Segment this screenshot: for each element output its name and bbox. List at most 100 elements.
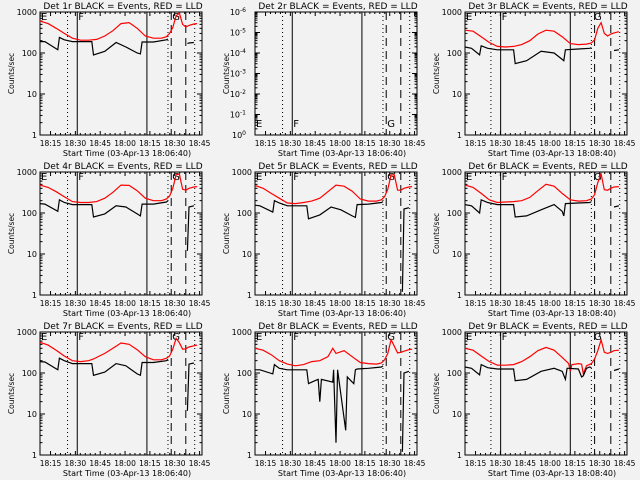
marker-e: E <box>41 172 47 183</box>
x-axis-label: Start Time (03-Apr-13 18:06:40) <box>278 469 406 478</box>
x-tick-label: 18:45 <box>404 459 426 468</box>
x-tick-label: 18:15 <box>139 459 161 468</box>
y-tick-exponent: -4 <box>240 48 246 55</box>
x-tick-label: 18:15 <box>40 459 62 468</box>
x-axis-label: Start Time (03-Apr-13 18:06:40) <box>63 469 191 478</box>
y-tick-label: 1 <box>32 131 37 140</box>
y-tick-exponent: -6 <box>240 7 246 14</box>
x-tick-label: 18:45 <box>514 139 536 148</box>
panel-det-4: Det 4r BLACK = Events, RED = LLD 1 10 100 10… <box>7 162 211 318</box>
y-tick-label: 1 <box>457 291 462 300</box>
y-tick-label: 10 <box>452 90 462 99</box>
y-tick-exponent: 0 <box>242 130 246 137</box>
y-axis-label: Counts/sec <box>432 213 441 254</box>
x-tick-label: 18:15 <box>564 459 586 468</box>
y-tick-label: 10 <box>242 410 252 419</box>
y-tick-label: 1 <box>457 131 462 140</box>
x-tick-label: 18:15 <box>255 459 277 468</box>
x-tick-label: 18:15 <box>255 299 277 308</box>
panel-det-5: Det 5r BLACK = Events, RED = LLD 1 10 100 10… <box>222 162 426 318</box>
x-tick-label: 18:15 <box>354 459 376 468</box>
plot-frame <box>254 171 418 296</box>
marker-f: F <box>293 332 299 343</box>
x-tick-label: 18:45 <box>89 139 111 148</box>
plot-frame <box>464 11 628 136</box>
x-tick-label: 18:30 <box>379 299 401 308</box>
y-axis-label: Counts/sec <box>222 213 231 254</box>
y-axis-label: Counts/sec <box>432 53 441 94</box>
x-tick-label: 18:30 <box>379 459 401 468</box>
y-axis-label: Counts/sec <box>7 373 16 414</box>
y-tick-label: 1000 <box>442 8 462 17</box>
x-tick-label: 18:30 <box>164 299 186 308</box>
y-tick-label: 1000 <box>17 168 37 177</box>
y-tick-label: 100 <box>22 49 37 58</box>
x-tick-label: 18:00 <box>539 299 561 308</box>
y-tick-label: 1 <box>247 451 252 460</box>
x-tick-label: 18:30 <box>490 299 512 308</box>
panel-title: Det 7r BLACK = Events, RED = LLD <box>43 322 202 332</box>
marker-e: E <box>466 12 472 23</box>
marker-g: G <box>594 12 602 23</box>
series-lld-line <box>464 171 619 204</box>
x-tick-label: 18:15 <box>465 459 487 468</box>
marker-e: E <box>41 332 47 343</box>
panel-title: Det 4r BLACK = Events, RED = LLD <box>43 162 202 172</box>
x-tick-label: 18:45 <box>614 459 636 468</box>
x-tick-label: 18:30 <box>65 299 87 308</box>
x-tick-label: 18:30 <box>164 459 186 468</box>
panel-title: Det 8r BLACK = Events, RED = LLD <box>258 322 417 332</box>
x-tick-label: 18:15 <box>40 299 62 308</box>
y-tick-label: 100 <box>232 130 246 140</box>
y-tick-label: 1 <box>247 291 252 300</box>
panel-title: Det 1r BLACK = Events, RED = LLD <box>43 2 202 12</box>
series-lld-line <box>464 21 620 48</box>
plot-frame <box>254 11 418 136</box>
x-tick-label: 18:15 <box>40 139 62 148</box>
x-tick-label: 18:45 <box>189 299 211 308</box>
y-tick-label: 100 <box>447 209 462 218</box>
x-tick-label: 18:30 <box>65 459 87 468</box>
plot-frame <box>464 171 628 296</box>
x-tick-label: 18:15 <box>564 139 586 148</box>
x-tick-label: 18:30 <box>164 139 186 148</box>
marker-g: G <box>387 332 395 343</box>
marker-e: E <box>256 172 262 183</box>
y-tick-label: 10 <box>27 410 37 419</box>
y-tick-label: 1000 <box>442 328 462 337</box>
x-axis-label: Start Time (03-Apr-13 18:08:40) <box>488 149 616 158</box>
x-tick-label: 18:45 <box>514 299 536 308</box>
y-tick-exponent: -2 <box>240 89 246 96</box>
series-events-line <box>464 44 619 65</box>
y-tick-label: 100 <box>237 209 252 218</box>
x-tick-label: 18:45 <box>189 139 211 148</box>
y-tick-label: 100 <box>22 369 37 378</box>
y-tick-label: 1000 <box>17 8 37 17</box>
plot-frame <box>39 171 203 296</box>
y-tick-label: 1000 <box>232 168 252 177</box>
y-axis-label: Counts/sec <box>222 373 231 414</box>
y-tick-label: 100 <box>22 209 37 218</box>
y-tick-label: 10-1 <box>230 110 246 120</box>
plot-frame <box>254 331 418 456</box>
y-tick-label: 100 <box>237 369 252 378</box>
y-tick-label: 10-3 <box>230 69 246 79</box>
y-tick-exponent: -3 <box>240 69 246 76</box>
series-events-line <box>40 36 194 56</box>
x-tick-label: 18:30 <box>65 139 87 148</box>
marker-f: F <box>293 172 299 183</box>
series-events-line <box>254 199 410 292</box>
series-lld-line <box>39 173 198 204</box>
panel-title: Det 6r BLACK = Events, RED = LLD <box>468 162 627 172</box>
x-tick-label: 18:30 <box>490 459 512 468</box>
marker-f: F <box>502 332 508 343</box>
series-events-line <box>464 363 620 382</box>
y-axis-label: Counts/sec <box>432 373 441 414</box>
y-tick-label: 1000 <box>17 328 37 337</box>
marker-g: G <box>594 172 602 183</box>
panel-title: Det 3r BLACK = Events, RED = LLD <box>468 2 627 12</box>
x-tick-label: 18:00 <box>329 139 351 148</box>
y-tick-label: 100 <box>447 49 462 58</box>
x-tick-label: 18:15 <box>564 299 586 308</box>
